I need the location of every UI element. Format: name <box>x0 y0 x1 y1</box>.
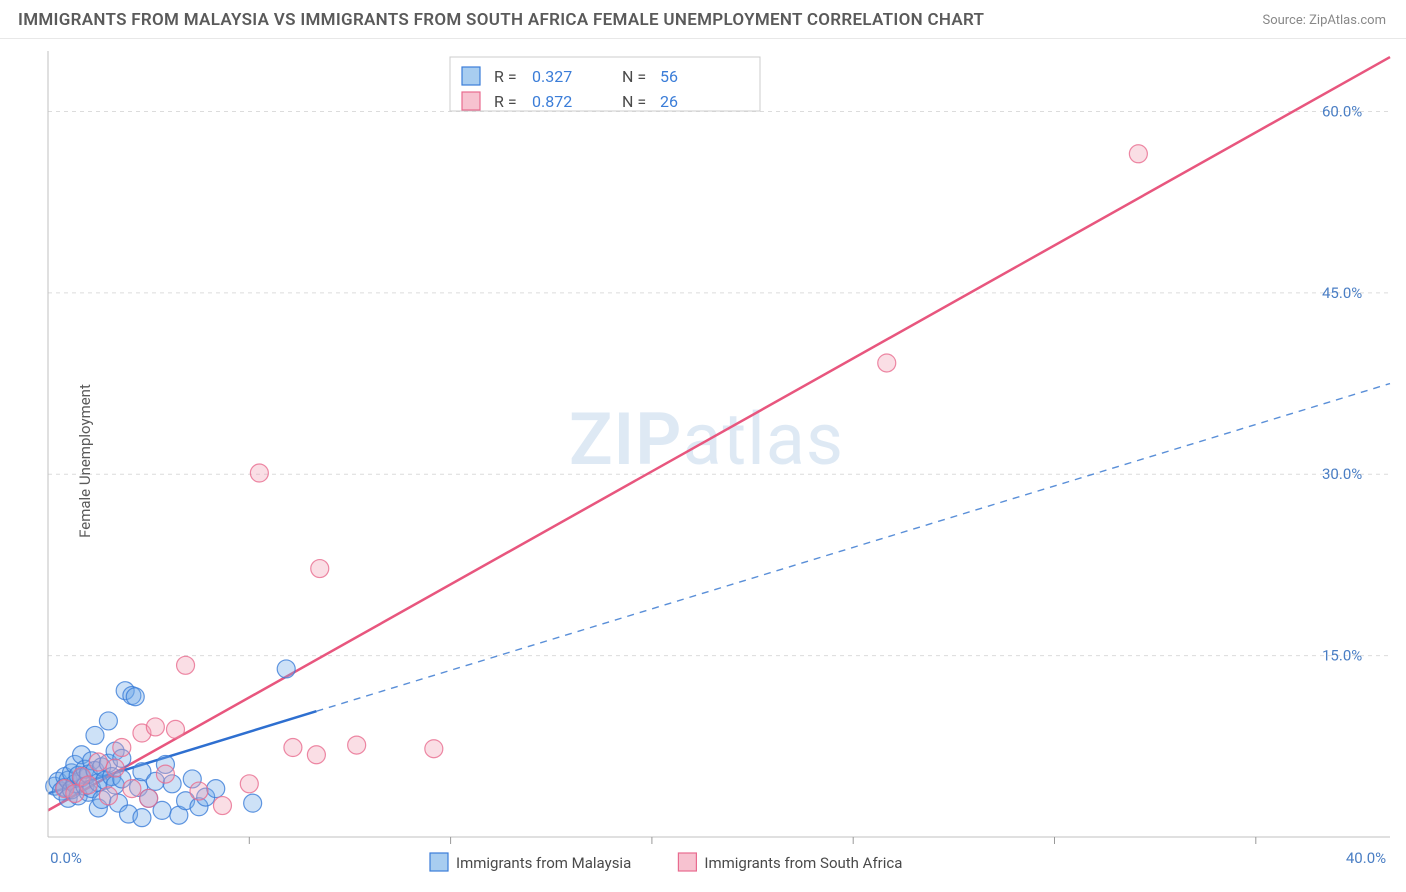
legend-swatch <box>462 67 480 85</box>
y-tick-label: 15.0% <box>1322 647 1362 665</box>
stats-n-value: 56 <box>660 67 678 86</box>
data-point <box>156 765 174 783</box>
data-point <box>99 787 117 805</box>
legend-label: Immigrants from Malaysia <box>456 854 631 872</box>
stats-r-label: R = <box>494 92 517 111</box>
data-point <box>123 780 141 798</box>
data-point <box>284 739 302 757</box>
chart-title: IMMIGRANTS FROM MALAYSIA VS IMMIGRANTS F… <box>18 10 984 30</box>
data-point <box>240 775 258 793</box>
data-point <box>425 740 443 758</box>
data-point <box>166 720 184 738</box>
data-point <box>86 726 104 744</box>
chart-source: Source: ZipAtlas.com <box>1262 13 1386 28</box>
y-tick-label: 30.0% <box>1322 465 1362 483</box>
data-point <box>113 739 131 757</box>
data-point <box>146 718 164 736</box>
data-point <box>79 776 97 794</box>
x-tick-label: 40.0% <box>1346 849 1386 867</box>
stats-n-label: N = <box>622 67 646 86</box>
legend-label: Immigrants from South Africa <box>704 854 902 872</box>
trend-line-dash <box>316 384 1390 712</box>
data-point <box>244 794 262 812</box>
trend-line <box>48 57 1390 810</box>
y-tick-label: 45.0% <box>1322 284 1362 302</box>
data-point <box>348 736 366 754</box>
y-axis-label: Female Unemployment <box>76 384 94 538</box>
data-point <box>213 797 231 815</box>
stats-r-value: 0.872 <box>532 92 572 111</box>
data-point <box>878 354 896 372</box>
legend-swatch <box>430 853 448 871</box>
data-point <box>250 464 268 482</box>
stats-r-value: 0.327 <box>532 67 572 86</box>
chart-header: IMMIGRANTS FROM MALAYSIA VS IMMIGRANTS F… <box>0 0 1406 39</box>
stats-n-label: N = <box>622 92 646 111</box>
data-point <box>307 746 325 764</box>
data-point <box>207 780 225 798</box>
data-point <box>277 660 295 678</box>
data-point <box>99 712 117 730</box>
chart-area: Female Unemployment 15.0%30.0%45.0%60.0%… <box>0 39 1406 883</box>
data-point <box>126 688 144 706</box>
scatter-chart-svg: 15.0%30.0%45.0%60.0%ZIPatlas0.0%40.0%R =… <box>0 39 1406 883</box>
y-tick-label: 60.0% <box>1322 102 1362 120</box>
data-point <box>133 809 151 827</box>
data-point <box>89 753 107 771</box>
data-point <box>311 560 329 578</box>
data-point <box>1129 145 1147 163</box>
stats-r-label: R = <box>494 67 517 86</box>
data-point <box>190 782 208 800</box>
stats-n-value: 26 <box>660 92 678 111</box>
legend-swatch <box>462 92 480 110</box>
legend-swatch <box>678 853 696 871</box>
data-point <box>140 789 158 807</box>
data-point <box>177 656 195 674</box>
x-tick-label: 0.0% <box>50 849 82 867</box>
data-point <box>106 759 124 777</box>
